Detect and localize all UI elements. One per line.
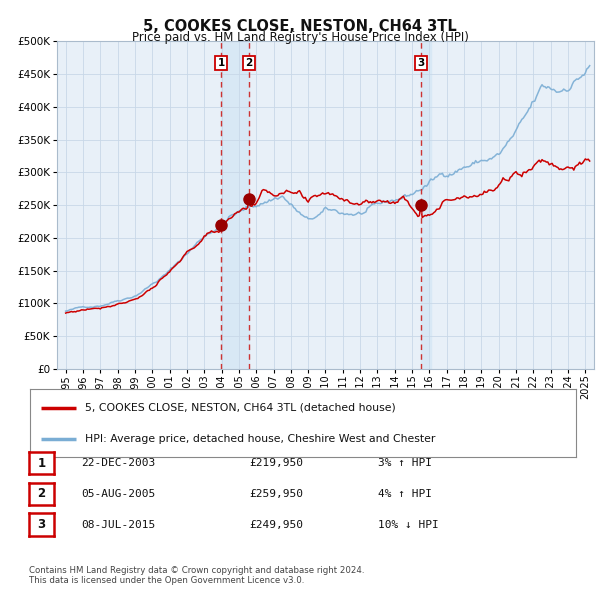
Text: £219,950: £219,950 [249,458,303,468]
Text: 1: 1 [217,58,224,68]
Text: 3% ↑ HPI: 3% ↑ HPI [378,458,432,468]
Text: Price paid vs. HM Land Registry's House Price Index (HPI): Price paid vs. HM Land Registry's House … [131,31,469,44]
Text: 3: 3 [37,518,46,531]
Text: Contains HM Land Registry data © Crown copyright and database right 2024.
This d: Contains HM Land Registry data © Crown c… [29,566,364,585]
Text: 05-AUG-2005: 05-AUG-2005 [81,489,155,499]
Text: 5, COOKES CLOSE, NESTON, CH64 3TL (detached house): 5, COOKES CLOSE, NESTON, CH64 3TL (detac… [85,403,395,413]
Text: 08-JUL-2015: 08-JUL-2015 [81,520,155,529]
Text: 2: 2 [37,487,46,500]
Text: HPI: Average price, detached house, Cheshire West and Chester: HPI: Average price, detached house, Ches… [85,434,435,444]
Text: 5, COOKES CLOSE, NESTON, CH64 3TL: 5, COOKES CLOSE, NESTON, CH64 3TL [143,19,457,34]
Text: £259,950: £259,950 [249,489,303,499]
Text: 22-DEC-2003: 22-DEC-2003 [81,458,155,468]
Text: 4% ↑ HPI: 4% ↑ HPI [378,489,432,499]
Bar [221,41,249,369]
Text: 10% ↓ HPI: 10% ↓ HPI [378,520,439,529]
Text: 2: 2 [245,58,253,68]
Bar [421,41,431,369]
Text: 1: 1 [37,457,46,470]
Text: 3: 3 [418,58,425,68]
Text: £249,950: £249,950 [249,520,303,529]
